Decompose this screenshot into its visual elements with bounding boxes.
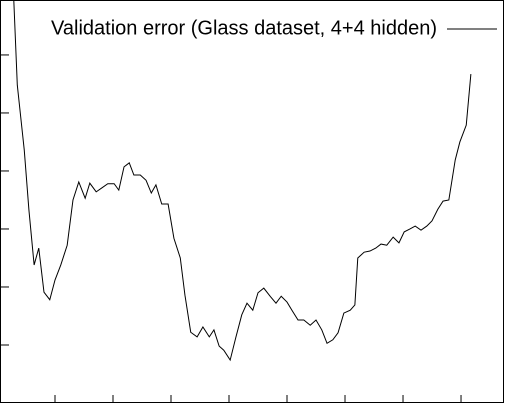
data-line bbox=[13, 0, 472, 362]
legend-label: Validation error (Glass dataset, 4+4 hid… bbox=[51, 17, 437, 39]
